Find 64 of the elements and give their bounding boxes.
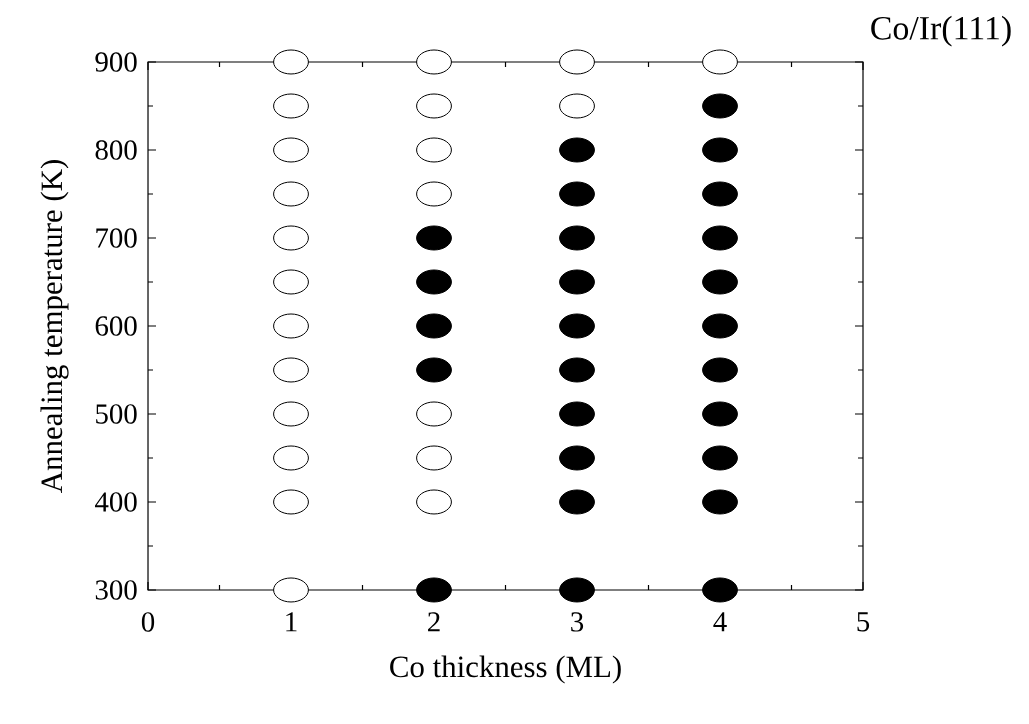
x-axis-title: Co thickness (ML) xyxy=(390,655,621,684)
point xyxy=(559,401,595,427)
point xyxy=(273,313,309,339)
point xyxy=(416,401,452,427)
point xyxy=(273,93,309,119)
point xyxy=(702,401,738,427)
point xyxy=(273,445,309,471)
y-tick-label: 300 xyxy=(95,580,137,600)
point xyxy=(273,225,309,251)
point xyxy=(273,577,309,603)
point xyxy=(416,269,452,295)
point xyxy=(559,489,595,515)
point xyxy=(702,577,738,603)
point xyxy=(702,489,738,515)
point xyxy=(273,49,309,75)
point xyxy=(702,225,738,251)
y-axis-title: Annealing temperature (K) xyxy=(40,160,69,493)
point xyxy=(273,269,309,295)
point xyxy=(702,49,738,75)
point xyxy=(416,313,452,339)
point xyxy=(416,93,452,119)
y-tick-label: 800 xyxy=(95,140,137,160)
point xyxy=(559,225,595,251)
x-tick-label: 0 xyxy=(141,612,155,632)
point xyxy=(416,445,452,471)
point xyxy=(416,225,452,251)
point xyxy=(559,445,595,471)
point xyxy=(559,93,595,119)
point xyxy=(273,489,309,515)
point xyxy=(559,313,595,339)
point xyxy=(273,357,309,383)
x-tick-label: 1 xyxy=(286,612,297,632)
y-tick-label: 500 xyxy=(96,404,137,424)
y-tick-label: 600 xyxy=(95,316,137,336)
point xyxy=(702,445,738,471)
point xyxy=(416,357,452,383)
point xyxy=(559,577,595,603)
point xyxy=(702,357,738,383)
point xyxy=(702,181,738,207)
point xyxy=(416,49,452,75)
y-tick-label: 900 xyxy=(95,52,137,72)
point xyxy=(559,181,595,207)
point xyxy=(416,181,452,207)
point xyxy=(559,357,595,383)
x-tick-label: 5 xyxy=(857,612,870,632)
point xyxy=(416,577,452,603)
point xyxy=(416,489,452,515)
point xyxy=(416,137,452,163)
point xyxy=(559,49,595,75)
x-tick-label: 3 xyxy=(571,612,584,632)
point xyxy=(702,93,738,119)
x-tick-label: 4 xyxy=(713,612,727,632)
point xyxy=(559,269,595,295)
text: Co/Ir(111) xyxy=(871,15,1011,47)
y-tick-label: 400 xyxy=(95,492,137,512)
point xyxy=(702,137,738,163)
point xyxy=(273,137,309,163)
x-tick-label: 2 xyxy=(428,612,440,632)
point xyxy=(702,313,738,339)
point xyxy=(702,269,738,295)
point xyxy=(273,401,309,427)
y-tick-label: 700 xyxy=(96,228,137,248)
point xyxy=(273,181,309,207)
point xyxy=(559,137,595,163)
